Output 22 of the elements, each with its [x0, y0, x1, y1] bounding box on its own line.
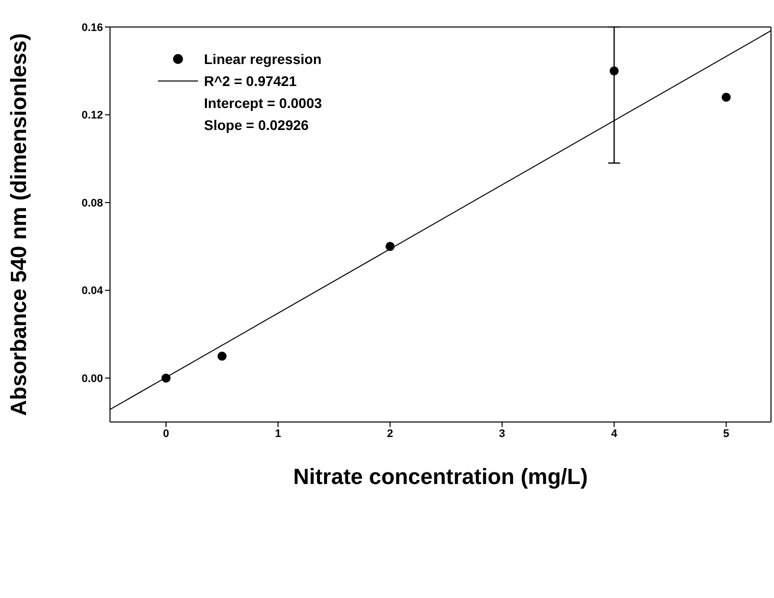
- y-tick-label: 0.12: [82, 110, 103, 122]
- annotation: Intercept = 0.0003: [203, 94, 322, 113]
- x-tick-label: 1: [274, 428, 282, 440]
- y-axis-title: Absorbance 540 nm (dimensionless): [6, 33, 31, 416]
- y-tick-label: 0.04: [82, 285, 104, 298]
- legend-label: Linear regression: [204, 50, 322, 69]
- x-tick-label: 2: [387, 428, 394, 440]
- point: [162, 374, 171, 383]
- x-axis-title: Nitrate concentration (mg/L): [293, 464, 588, 489]
- point: [722, 92, 731, 102]
- x-tick-label: 3: [499, 428, 506, 440]
- annotation: Slope = 0.02926: [203, 116, 310, 135]
- x-tick-label: 5: [723, 428, 730, 440]
- x-tick-label: 4: [611, 428, 618, 440]
- point: [610, 66, 619, 76]
- point: [386, 242, 395, 251]
- y-tick-label: 0.08: [82, 197, 103, 210]
- legend-label: R^2 = 0.97421: [204, 72, 297, 91]
- y-tick-label: 0.16: [82, 22, 103, 34]
- x-tick-label: 0: [162, 428, 170, 440]
- point: [218, 352, 227, 361]
- y-tick-label: 0.00: [82, 373, 103, 386]
